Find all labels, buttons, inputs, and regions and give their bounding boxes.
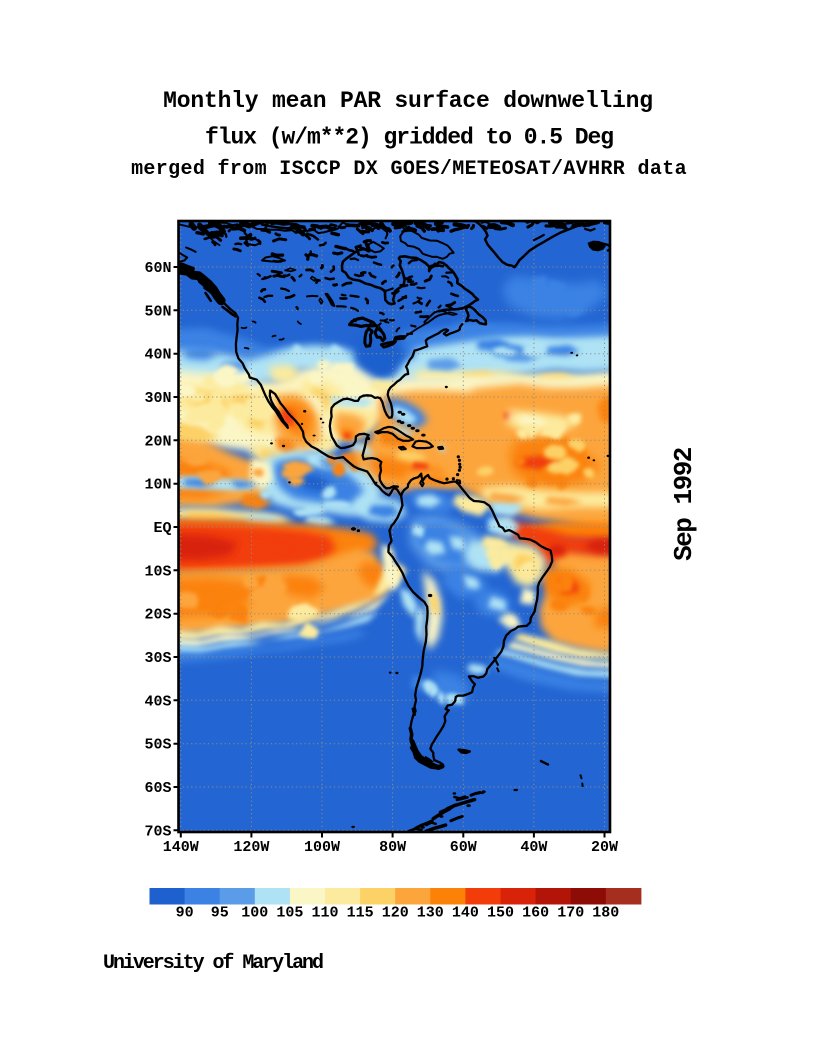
svg-text:115: 115 [347, 905, 374, 922]
svg-text:60N: 60N [144, 260, 171, 277]
svg-text:105: 105 [276, 905, 303, 922]
svg-text:University of Maryland: University of Maryland [103, 952, 323, 975]
svg-text:merged from ISCCP DX GOES/METE: merged from ISCCP DX GOES/METEOSAT/AVHRR… [131, 158, 687, 181]
svg-text:EQ: EQ [153, 520, 171, 537]
svg-text:50S: 50S [144, 737, 171, 754]
svg-text:160: 160 [522, 905, 549, 922]
svg-text:100W: 100W [304, 839, 340, 856]
svg-text:20W: 20W [591, 839, 618, 856]
svg-text:150: 150 [487, 905, 514, 922]
svg-text:Sep 1992: Sep 1992 [669, 447, 699, 561]
svg-text:110: 110 [311, 905, 338, 922]
svg-text:130: 130 [417, 905, 444, 922]
svg-text:30S: 30S [144, 650, 171, 667]
svg-text:180: 180 [592, 905, 619, 922]
svg-text:140: 140 [452, 905, 479, 922]
svg-text:100: 100 [241, 905, 268, 922]
svg-text:60S: 60S [144, 780, 171, 797]
svg-text:10N: 10N [144, 477, 171, 494]
svg-text:120W: 120W [233, 839, 269, 856]
svg-text:40S: 40S [144, 693, 171, 710]
svg-text:20N: 20N [144, 433, 171, 450]
svg-text:30N: 30N [144, 390, 171, 407]
svg-text:20S: 20S [144, 607, 171, 624]
svg-text:60W: 60W [450, 839, 477, 856]
svg-text:flux (w/m**2) gridded to 0.5 D: flux (w/m**2) gridded to 0.5 Deg [205, 125, 613, 151]
svg-text:170: 170 [557, 905, 584, 922]
svg-text:40W: 40W [520, 839, 547, 856]
svg-text:90: 90 [176, 905, 194, 922]
svg-text:120: 120 [382, 905, 409, 922]
svg-text:10S: 10S [144, 563, 171, 580]
svg-text:40N: 40N [144, 347, 171, 364]
svg-text:50N: 50N [144, 303, 171, 320]
svg-text:70S: 70S [144, 823, 171, 840]
svg-text:80W: 80W [379, 839, 406, 856]
svg-text:140W: 140W [163, 839, 199, 856]
svg-text:Monthly mean PAR surface downw: Monthly mean PAR surface downwelling [163, 88, 653, 114]
svg-text:95: 95 [211, 905, 229, 922]
